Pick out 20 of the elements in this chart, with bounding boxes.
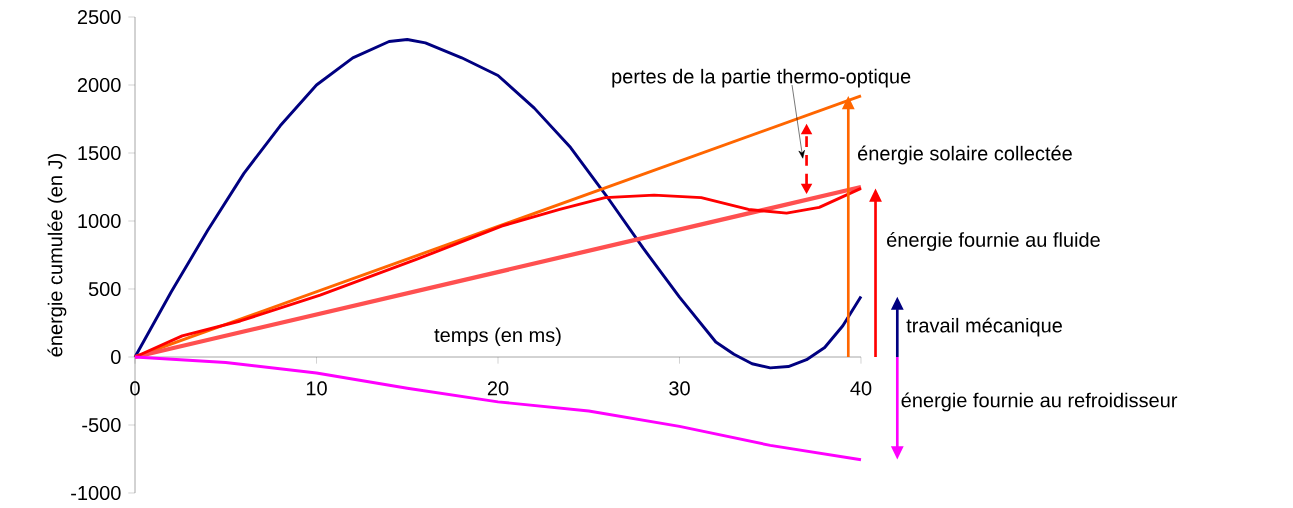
y-tick-label: -500 — [82, 417, 121, 433]
y-tick-label: -1000 — [71, 485, 121, 501]
annotation: pertes de la partie thermo-optique — [612, 68, 911, 88]
x-tick-label: 30 — [669, 381, 690, 396]
y-tick-label: 1500 — [78, 145, 121, 161]
x-tick-label: 20 — [487, 381, 509, 396]
x-tick-label: 40 — [850, 381, 872, 396]
y-tick-label: 0 — [111, 349, 121, 365]
y-tick-label: 500 — [88, 281, 121, 297]
y-tick-label: 2000 — [77, 77, 121, 93]
text: travail mécanique — [906, 317, 1062, 337]
y-tick-label: 2500 — [77, 9, 121, 25]
text: énergie fournie au refroidisseur — [901, 392, 1178, 412]
x-tick-label: 0 — [130, 381, 140, 396]
x-axis-title: temps (en ms) — [434, 327, 561, 347]
y-tick-label: 1000 — [78, 213, 121, 229]
annotation: énergie solaire collectée — [858, 145, 1072, 165]
y-axis-title: énergie cumulée (en J) — [47, 154, 67, 357]
text: énergie fournie au fluide — [887, 231, 1100, 251]
x-tick-label: 10 — [306, 381, 327, 396]
